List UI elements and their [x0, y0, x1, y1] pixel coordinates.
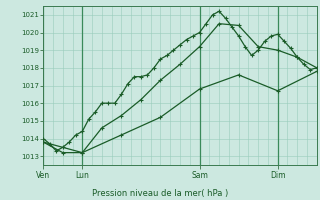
- Text: Pression niveau de la mer( hPa ): Pression niveau de la mer( hPa ): [92, 189, 228, 198]
